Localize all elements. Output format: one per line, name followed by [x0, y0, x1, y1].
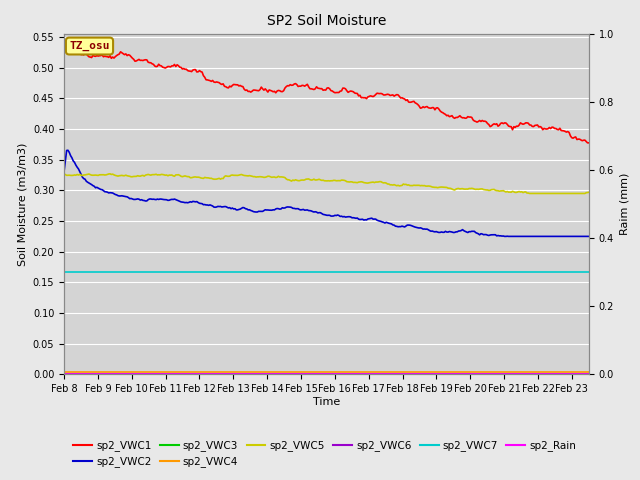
- sp2_VWC6: [439, 371, 447, 377]
- Legend: sp2_VWC1, sp2_VWC2, sp2_VWC3, sp2_VWC4, sp2_VWC5, sp2_VWC6, sp2_VWC7, sp2_Rain: sp2_VWC1, sp2_VWC2, sp2_VWC3, sp2_VWC4, …: [69, 436, 580, 471]
- sp2_VWC5: [232, 172, 240, 178]
- sp2_Rain: [268, 372, 276, 377]
- Y-axis label: Soil Moisture (m3/m3): Soil Moisture (m3/m3): [17, 142, 27, 266]
- sp2_VWC6: [390, 371, 398, 377]
- sp2_VWC5: [585, 190, 593, 195]
- Y-axis label: Raim (mm): Raim (mm): [620, 173, 630, 235]
- sp2_VWC3: [60, 371, 68, 377]
- sp2_VWC7: [442, 269, 449, 275]
- sp2_VWC4: [231, 369, 239, 375]
- sp2_VWC5: [440, 184, 448, 190]
- sp2_VWC4: [60, 369, 68, 375]
- sp2_VWC5: [60, 171, 68, 177]
- sp2_VWC1: [585, 140, 593, 146]
- sp2_VWC1: [231, 82, 239, 87]
- sp2_VWC4: [124, 369, 131, 375]
- sp2_VWC2: [232, 207, 240, 213]
- sp2_Rain: [124, 372, 131, 377]
- sp2_VWC3: [439, 371, 447, 377]
- Line: sp2_VWC2: sp2_VWC2: [64, 150, 589, 236]
- sp2_VWC3: [390, 371, 398, 377]
- sp2_VWC5: [526, 191, 534, 196]
- sp2_VWC6: [442, 371, 449, 377]
- sp2_VWC4: [268, 369, 276, 375]
- sp2_VWC2: [64, 147, 72, 153]
- sp2_VWC5: [269, 174, 277, 180]
- sp2_VWC4: [585, 369, 593, 375]
- sp2_VWC6: [268, 371, 276, 377]
- sp2_VWC6: [124, 371, 131, 377]
- sp2_VWC6: [585, 371, 593, 377]
- sp2_VWC3: [585, 371, 593, 377]
- Line: sp2_VWC1: sp2_VWC1: [64, 49, 589, 143]
- sp2_VWC7: [124, 269, 131, 275]
- X-axis label: Time: Time: [313, 397, 340, 407]
- sp2_VWC5: [125, 173, 132, 179]
- sp2_VWC4: [390, 369, 398, 375]
- sp2_VWC5: [392, 182, 399, 188]
- sp2_VWC2: [585, 233, 593, 239]
- sp2_VWC1: [124, 53, 131, 59]
- sp2_VWC7: [268, 269, 276, 275]
- sp2_VWC1: [442, 111, 449, 117]
- sp2_Rain: [442, 372, 449, 377]
- sp2_VWC4: [442, 369, 449, 375]
- sp2_VWC2: [392, 223, 399, 229]
- sp2_VWC2: [125, 195, 132, 201]
- sp2_VWC7: [390, 269, 398, 275]
- sp2_VWC7: [439, 269, 447, 275]
- Line: sp2_VWC5: sp2_VWC5: [64, 174, 589, 193]
- sp2_VWC1: [439, 110, 447, 116]
- sp2_VWC6: [60, 371, 68, 377]
- sp2_Rain: [60, 372, 68, 377]
- sp2_VWC1: [60, 47, 68, 52]
- sp2_VWC1: [390, 93, 398, 99]
- sp2_VWC2: [269, 207, 277, 213]
- sp2_Rain: [585, 372, 593, 377]
- sp2_VWC3: [231, 371, 239, 377]
- sp2_VWC5: [106, 171, 114, 177]
- sp2_VWC7: [60, 269, 68, 275]
- sp2_VWC3: [442, 371, 449, 377]
- sp2_VWC6: [231, 371, 239, 377]
- sp2_VWC3: [268, 371, 276, 377]
- Title: SP2 Soil Moisture: SP2 Soil Moisture: [267, 14, 386, 28]
- sp2_VWC5: [443, 184, 451, 190]
- sp2_VWC7: [585, 269, 593, 275]
- Text: TZ_osu: TZ_osu: [69, 41, 109, 51]
- sp2_Rain: [439, 372, 447, 377]
- sp2_Rain: [231, 372, 239, 377]
- sp2_VWC7: [231, 269, 239, 275]
- sp2_VWC3: [124, 371, 131, 377]
- sp2_VWC4: [439, 369, 447, 375]
- sp2_VWC2: [443, 229, 451, 235]
- sp2_Rain: [390, 372, 398, 377]
- sp2_VWC1: [268, 88, 276, 94]
- sp2_VWC2: [500, 233, 508, 239]
- sp2_VWC2: [440, 229, 448, 235]
- sp2_VWC2: [60, 169, 68, 175]
